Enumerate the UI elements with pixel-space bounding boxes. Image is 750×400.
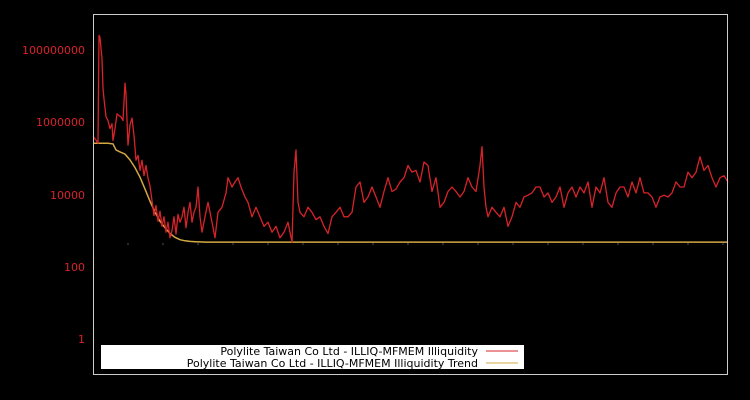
legend-box — [101, 345, 524, 369]
y-tick-label: 10000 — [50, 189, 85, 202]
y-tick-label: 1 — [78, 333, 85, 346]
legend-label-illiquidity: Polylite Taiwan Co Ltd - ILLIQ-MFMEM Ill… — [220, 345, 478, 358]
legend-label-trend: Polylite Taiwan Co Ltd - ILLIQ-MFMEM Ill… — [187, 357, 478, 370]
series-illiquidity-line — [92, 34, 729, 243]
y-tick-label: 1000000 — [36, 116, 85, 129]
legend: Polylite Taiwan Co Ltd - ILLIQ-MFMEM Ill… — [101, 345, 524, 370]
plot-frame — [93, 14, 728, 375]
y-axis: 100000000 1000000 10000 100 1 — [22, 44, 85, 346]
y-tick-label: 100000000 — [22, 44, 85, 57]
trend-tick-marks — [127, 243, 724, 246]
y-tick-label: 100 — [64, 261, 85, 274]
plot-area — [92, 34, 729, 246]
